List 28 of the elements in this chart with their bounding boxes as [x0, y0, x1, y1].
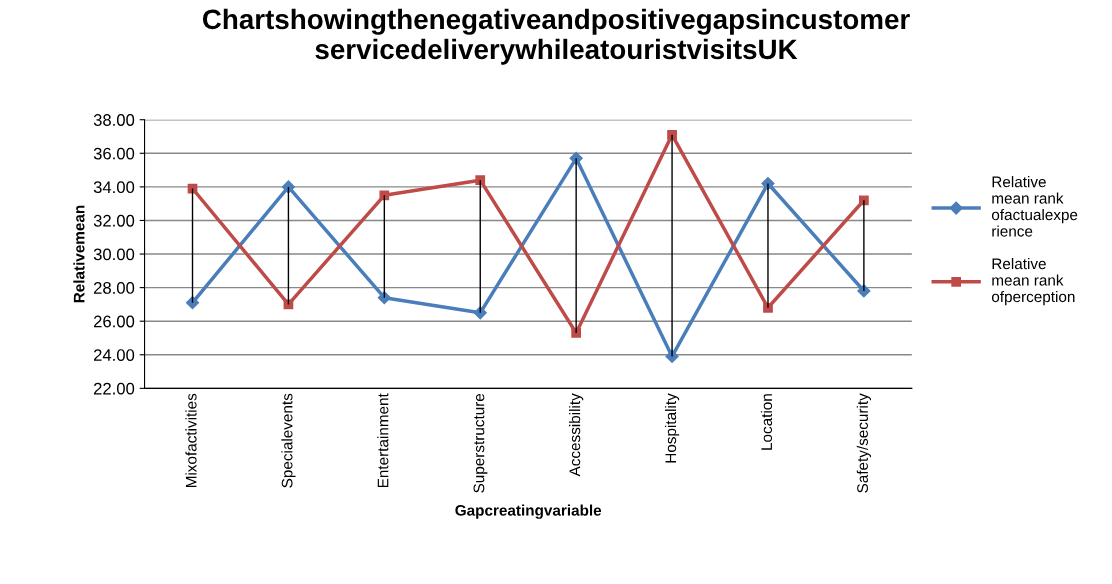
point	[185, 296, 200, 310]
y-tick-label: 22.00	[93, 382, 135, 395]
y-tick-label: 28.00	[93, 282, 135, 294]
legend-label: Relative mean rank ofperception	[991, 258, 1075, 306]
x-tick-label: Superstructure	[473, 393, 488, 493]
x-tick-label: Specialevents	[281, 393, 296, 488]
point	[475, 175, 486, 186]
x-axis-title: Gapcreatingvariable	[455, 504, 602, 519]
x-tick-label: Safety/security	[856, 393, 872, 493]
point	[473, 306, 487, 320]
y-tick-label: 32.00	[93, 214, 135, 227]
x-tick-label: Location	[760, 394, 773, 450]
y-tick-label: 24.00	[93, 349, 135, 361]
point	[379, 190, 390, 201]
x-tick-label: Entertainment	[377, 393, 389, 488]
y-tick-label: 38.00	[93, 114, 135, 126]
y-axis-title: Relativemean	[73, 205, 85, 303]
x-tick-label: Accessibility	[569, 393, 584, 477]
point	[281, 180, 296, 194]
y-tick-label: 26.00	[93, 315, 135, 328]
x-tick-label: Hospitality	[664, 393, 680, 463]
x-tick-label: Mixofactivities	[185, 393, 197, 488]
legend-label: Relative mean rank ofactualexpe rience	[991, 176, 1078, 237]
y-tick-label: 34.00	[93, 181, 135, 194]
point	[377, 291, 391, 305]
y-tick-label: 36.00	[93, 147, 135, 160]
y-tick-label: 30.00	[93, 248, 135, 261]
chart-title: Chartshowingthenegativeandpositivegapsincustomer servicedeliverywhileatouristvisitsUK	[202, 8, 910, 65]
